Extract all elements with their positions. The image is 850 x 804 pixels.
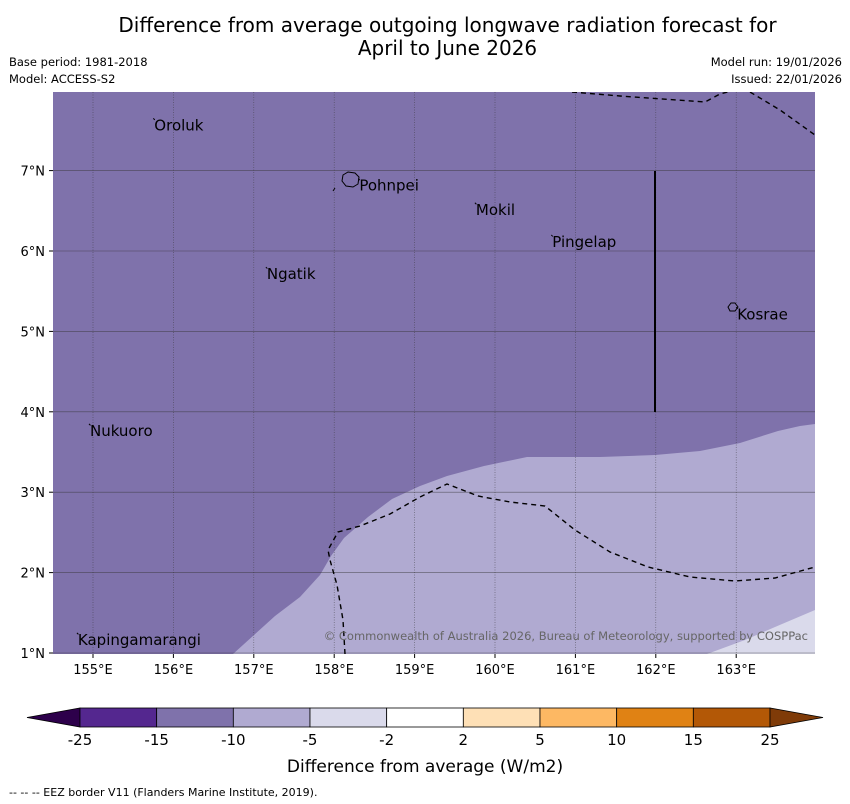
- place-label: Nukuoro: [90, 422, 153, 440]
- chart-title: Difference from average outgoing longwav…: [0, 14, 850, 60]
- eez-footnote: -- -- -- EEZ border V11 (Flanders Marine…: [9, 786, 318, 799]
- lat-tick-label: 4°N: [21, 406, 46, 421]
- pohnpei-outline: [341, 171, 360, 188]
- colorbar-tick-label: 2: [459, 731, 469, 749]
- place-marker: [357, 178, 361, 181]
- colorbar-bin: [616, 707, 694, 728]
- place-marker: [550, 234, 554, 237]
- region-minus5-to-minus2: [707, 610, 815, 654]
- model-run: Model run: 19/01/2026: [710, 55, 842, 69]
- colorbar-bin: [232, 707, 311, 728]
- place-label: Oroluk: [154, 116, 203, 134]
- place-marker: [152, 117, 156, 121]
- lon-tick-label: 163°E: [716, 663, 756, 678]
- title-line-2: April to June 2026: [357, 36, 538, 60]
- colorbar-bin: [386, 707, 464, 728]
- colorbar-tick-label: 15: [684, 731, 703, 749]
- colorbar-under-arrow: [26, 707, 81, 728]
- axis-ticks: [49, 170, 737, 658]
- place-label: Pingelap: [552, 233, 616, 251]
- meta-left: Base period: 1981-2018 Model: ACCESS-S2: [9, 54, 148, 88]
- lat-tick-label: 2°N: [21, 567, 46, 582]
- place-markers: [76, 117, 739, 635]
- place-marker: [735, 306, 739, 310]
- lat-tick-label: 3°N: [21, 486, 46, 501]
- lon-tick-label: 157°E: [234, 663, 274, 678]
- colorbar-bin: [309, 707, 388, 728]
- place-labels: Oroluk Pohnpei Mokil Pingelap Ngatik Kosrae Nu…: [78, 116, 788, 649]
- colorbar-tick-label: -5: [303, 731, 318, 749]
- colorbar-tick-label: -10: [221, 731, 246, 749]
- colorbar-tick-label: 25: [760, 731, 779, 749]
- eez-border-northeast: [749, 92, 815, 136]
- eez-border-south: [327, 483, 815, 654]
- lat-tick-label: 5°N: [21, 325, 46, 340]
- meta-right: Model run: 19/01/2026 Issued: 22/01/2026: [711, 54, 842, 88]
- map-area: Oroluk Pohnpei Mokil Pingelap Ngatik Kosrae Nu…: [53, 92, 815, 654]
- colorbar: [26, 707, 824, 728]
- region-minus10-to-minus5: [233, 424, 815, 654]
- axis-labels: 155°E 156°E 157°E 158°E 159°E 160°E 161°E 162°E…: [21, 165, 756, 678]
- base-period: Base period: 1981-2018: [9, 55, 148, 69]
- lat-tick-label: 1°N: [21, 647, 46, 662]
- colorbar-tick-label: -25: [68, 731, 93, 749]
- issued-date: Issued: 22/01/2026: [731, 72, 842, 86]
- colorbar-bin: [462, 707, 541, 728]
- model-name: Model: ACCESS-S2: [9, 72, 116, 86]
- place-marker: [474, 202, 477, 205]
- lon-tick-label: 160°E: [475, 663, 515, 678]
- place-label: Ngatik: [267, 265, 316, 283]
- ant-atoll-mark: [332, 187, 336, 192]
- colorbar-bin: [79, 707, 158, 728]
- map-gridlines: [53, 92, 815, 654]
- place-label: Kapingamarangi: [78, 631, 201, 649]
- colorbar-bin: [692, 707, 771, 728]
- title-line-1: Difference from average outgoing longwav…: [118, 13, 777, 37]
- lon-tick-label: 155°E: [73, 663, 113, 678]
- colorbar-over-arrow: [769, 707, 824, 728]
- colorbar-tick-label: -15: [144, 731, 169, 749]
- lat-tick-label: 7°N: [21, 165, 46, 180]
- lon-tick-label: 162°E: [636, 663, 676, 678]
- lon-tick-label: 161°E: [556, 663, 596, 678]
- colorbar-tick-labels: -25 -15 -10 -5 -2 2 5 10 15 25: [68, 731, 780, 749]
- lat-tick-label: 6°N: [21, 245, 46, 260]
- colorbar-tick-label: -2: [379, 731, 394, 749]
- colorbar-tick-label: 10: [607, 731, 626, 749]
- place-marker: [88, 423, 91, 426]
- colorbar-bin: [539, 707, 618, 728]
- lon-tick-label: 156°E: [154, 663, 194, 678]
- colorbar-tick-label: 5: [535, 731, 545, 749]
- colorbar-bin: [156, 707, 234, 728]
- lon-tick-label: 159°E: [395, 663, 435, 678]
- island-outlines: [332, 171, 739, 312]
- kosrae-outline: [727, 302, 739, 312]
- place-marker: [76, 632, 79, 635]
- place-label: Kosrae: [737, 305, 788, 323]
- place-marker: [265, 266, 268, 269]
- place-label: Mokil: [476, 201, 515, 219]
- place-label: Pohnpei: [359, 177, 419, 195]
- copyright-notice: © Commonwealth of Australia 2026, Bureau…: [324, 629, 808, 643]
- eez-borders: [327, 92, 815, 654]
- colorbar-label: Difference from average (W/m2): [287, 757, 563, 777]
- eez-border-north: [571, 92, 731, 103]
- lon-tick-label: 158°E: [314, 663, 354, 678]
